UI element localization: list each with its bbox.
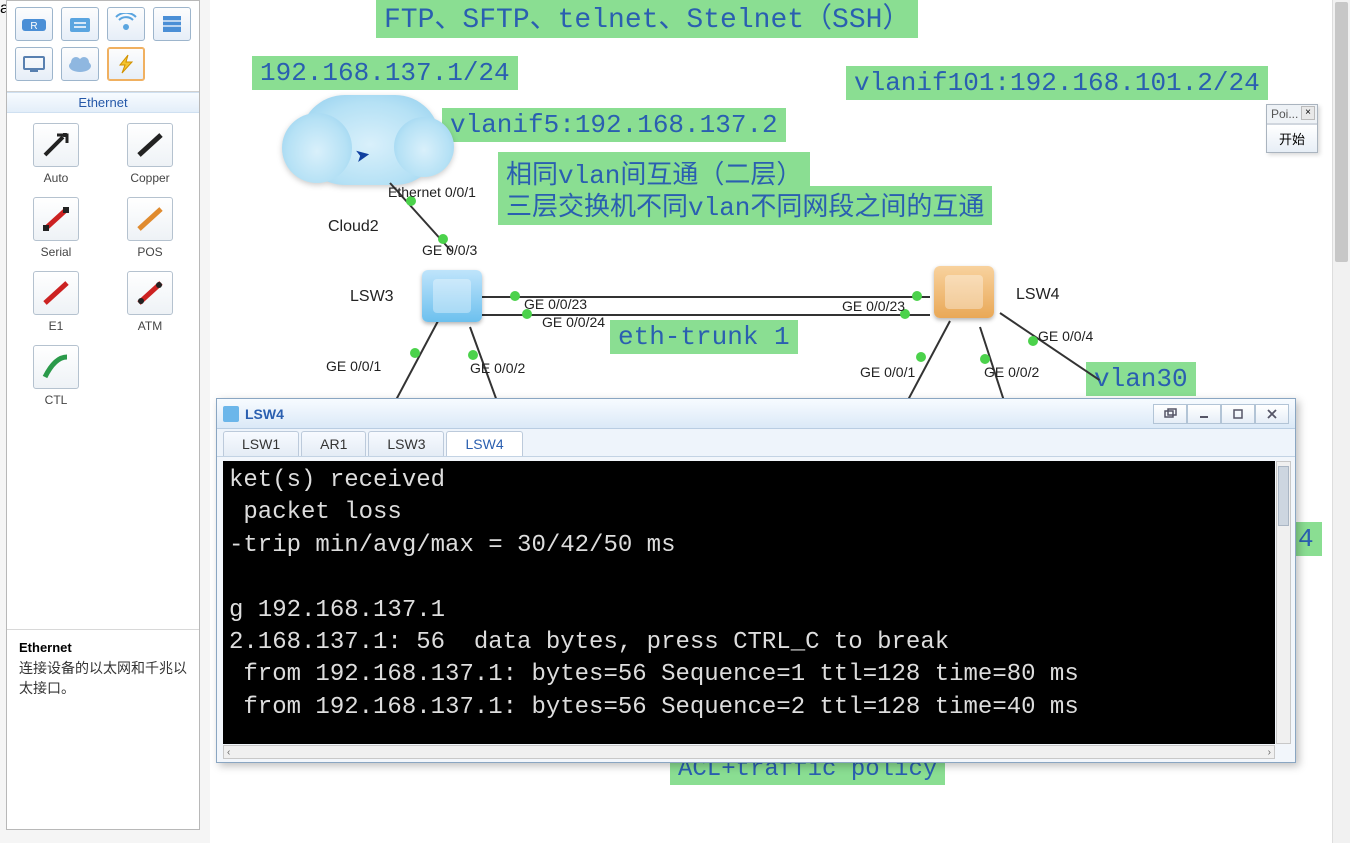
port-ge0023r: GE 0/0/23: [842, 298, 905, 314]
connector-serial[interactable]: [33, 197, 79, 241]
terminal-tab-lsw1[interactable]: LSW1: [223, 431, 299, 456]
minimize-icon[interactable]: [1187, 404, 1221, 424]
connector-auto-label: Auto: [44, 171, 69, 185]
label-note2: 三层交换机不同vlan不同网段之间的互通: [498, 186, 992, 225]
terminal-hscrollbar[interactable]: ‹›: [223, 745, 1275, 759]
terminal-tabs: LSW1 AR1 LSW3 LSW4: [217, 429, 1295, 457]
label-protocols: FTP、SFTP、telnet、Stelnet（SSH）: [376, 0, 918, 38]
terminal-app-icon: [223, 406, 239, 422]
connector-auto[interactable]: [33, 123, 79, 167]
link-dot: [468, 350, 478, 360]
connector-copper[interactable]: [127, 123, 173, 167]
connector-atm[interactable]: [127, 271, 173, 315]
connector-e1[interactable]: [33, 271, 79, 315]
port-ge0024l: GE 0/0/24: [542, 314, 605, 330]
connector-ctl[interactable]: [33, 345, 79, 389]
device-palette: R: [7, 1, 199, 92]
scrollbar-thumb[interactable]: [1335, 2, 1348, 262]
device-lsw3[interactable]: [422, 270, 482, 322]
label-ip-cloud: 192.168.137.1/24: [252, 56, 518, 90]
info-panel: Ethernet 连接设备的以太网和千兆以太接口。: [7, 629, 199, 829]
floating-panel-close-icon[interactable]: ×: [1301, 106, 1315, 120]
connector-pos-label: POS: [137, 245, 162, 259]
info-desc: 连接设备的以太网和千兆以太接口。: [19, 659, 187, 698]
port-ge0023l: GE 0/0/23: [524, 296, 587, 312]
svg-text:R: R: [30, 21, 37, 32]
terminal-titlebar[interactable]: LSW4: [217, 399, 1295, 429]
device-cloud-label: Cloud2: [328, 218, 379, 236]
connector-header: Ethernet: [7, 92, 199, 113]
device-lsw4[interactable]: [934, 266, 994, 318]
palette-router-icon[interactable]: R: [15, 7, 53, 41]
terminal-vscrollbar[interactable]: [1276, 461, 1291, 744]
floating-tool-panel[interactable]: Poi... × 开始: [1266, 104, 1318, 153]
terminal-tab-ar1[interactable]: AR1: [301, 431, 366, 456]
port-ge001r: GE 0/0/1: [860, 364, 915, 380]
palette-cloud-icon[interactable]: [61, 47, 99, 81]
label-ethtrunk: eth-trunk 1: [610, 320, 798, 354]
connector-copper-label: Copper: [130, 171, 169, 185]
terminal-tab-lsw3[interactable]: LSW3: [368, 431, 444, 456]
canvas-scrollbar[interactable]: [1332, 0, 1350, 843]
device-lsw4-label: LSW4: [1016, 286, 1060, 304]
device-lsw3-label: LSW3: [350, 288, 394, 306]
palette-ap-icon[interactable]: [107, 7, 145, 41]
maximize-icon[interactable]: [1221, 404, 1255, 424]
floating-panel-start-button[interactable]: 开始: [1267, 124, 1317, 152]
palette-bolt-icon[interactable]: [107, 47, 145, 81]
link-dot: [1028, 336, 1038, 346]
link-dot: [980, 354, 990, 364]
link-dot: [916, 352, 926, 362]
topology-canvas[interactable]: FTP、SFTP、telnet、Stelnet（SSH） 192.168.137…: [210, 0, 1350, 843]
link-dot: [510, 291, 520, 301]
port-eth001: Ethernet 0/0/1: [388, 184, 476, 200]
connector-atm-label: ATM: [138, 319, 162, 333]
terminal-output[interactable]: ket(s) received packet loss -trip min/av…: [223, 461, 1275, 744]
label-vlan30: vlan30: [1086, 362, 1196, 396]
label-vlanif101: vlanif101:192.168.101.2/24: [846, 66, 1268, 100]
terminal-title: LSW4: [245, 406, 284, 422]
connector-ctl-label: CTL: [45, 393, 68, 407]
close-icon[interactable]: [1255, 404, 1289, 424]
connector-e1-label: E1: [49, 319, 64, 333]
label-vlanif5: vlanif5:192.168.137.2: [442, 108, 786, 142]
terminal-tab-lsw4[interactable]: LSW4: [446, 431, 522, 456]
connector-pos[interactable]: [127, 197, 173, 241]
connector-serial-label: Serial: [41, 245, 72, 259]
port-ge004r: GE 0/0/4: [1038, 328, 1093, 344]
link-dot: [410, 348, 420, 358]
palette-switch-icon[interactable]: [61, 7, 99, 41]
palette-chassis-icon[interactable]: [153, 7, 191, 41]
device-cloud[interactable]: [300, 95, 440, 185]
port-ge001l: GE 0/0/1: [326, 358, 381, 374]
scrollbar-thumb[interactable]: [1278, 466, 1289, 526]
connector-grid: Auto Copper Serial POS E1 ATM CTL: [7, 113, 199, 417]
port-ge002r: GE 0/0/2: [984, 364, 1039, 380]
info-title: Ethernet: [19, 640, 187, 655]
palette-pc-icon[interactable]: [15, 47, 53, 81]
restore-down-icon[interactable]: [1153, 404, 1187, 424]
device-palette-sidebar: R Ethernet Auto Copper Serial POS E1 ATM…: [6, 0, 200, 830]
terminal-window[interactable]: LSW4 LSW1 AR1 LSW3 LSW4 ket(s) received …: [216, 398, 1296, 763]
link-dot: [912, 291, 922, 301]
port-ge002l: GE 0/0/2: [470, 360, 525, 376]
port-ge003: GE 0/0/3: [422, 242, 477, 258]
